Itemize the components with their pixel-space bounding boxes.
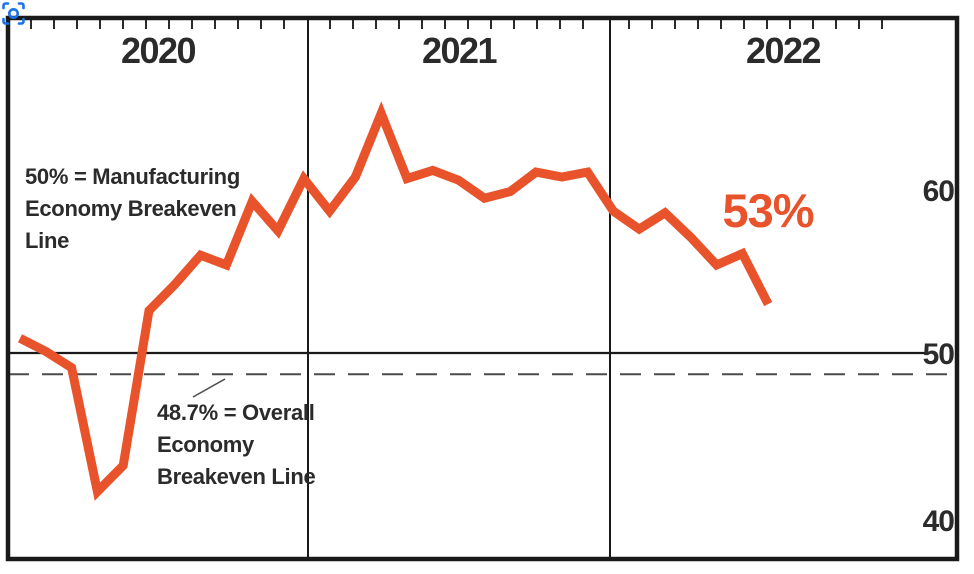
annotation-leader-line: [192, 378, 226, 398]
manufacturing-pmi-line: [17, 101, 773, 501]
annotation-text-line: Economy: [157, 432, 254, 457]
y-tick-label-60: 60: [922, 175, 955, 208]
x-section-label-2022: 2022: [745, 30, 822, 71]
x-section-label-2020: 2020: [120, 30, 197, 71]
manufacturing-breakeven-annotation: 50% = Manufacturing Economy Breakeven Li…: [25, 161, 240, 257]
chart-frame: [5, 15, 960, 562]
current-value-label: 53%: [722, 184, 814, 237]
x-section-label-2021: 2021: [421, 30, 498, 71]
annotation-text-line: Line: [25, 228, 70, 253]
annotation-text-line: 50% = Manufacturing: [25, 164, 240, 189]
overall-breakeven-annotation: 48.7% = Overall Economy Breakeven Line: [157, 397, 316, 493]
annotation-text-line: 48.7% = Overall: [157, 400, 315, 425]
screenshot-capture-icon[interactable]: [0, 0, 27, 27]
y-tick-label-40: 40: [922, 505, 955, 538]
annotation-text-line: Breakeven Line: [157, 464, 316, 489]
annotation-text-line: Economy Breakeven: [25, 196, 237, 221]
y-tick-label-50: 50: [922, 338, 955, 371]
